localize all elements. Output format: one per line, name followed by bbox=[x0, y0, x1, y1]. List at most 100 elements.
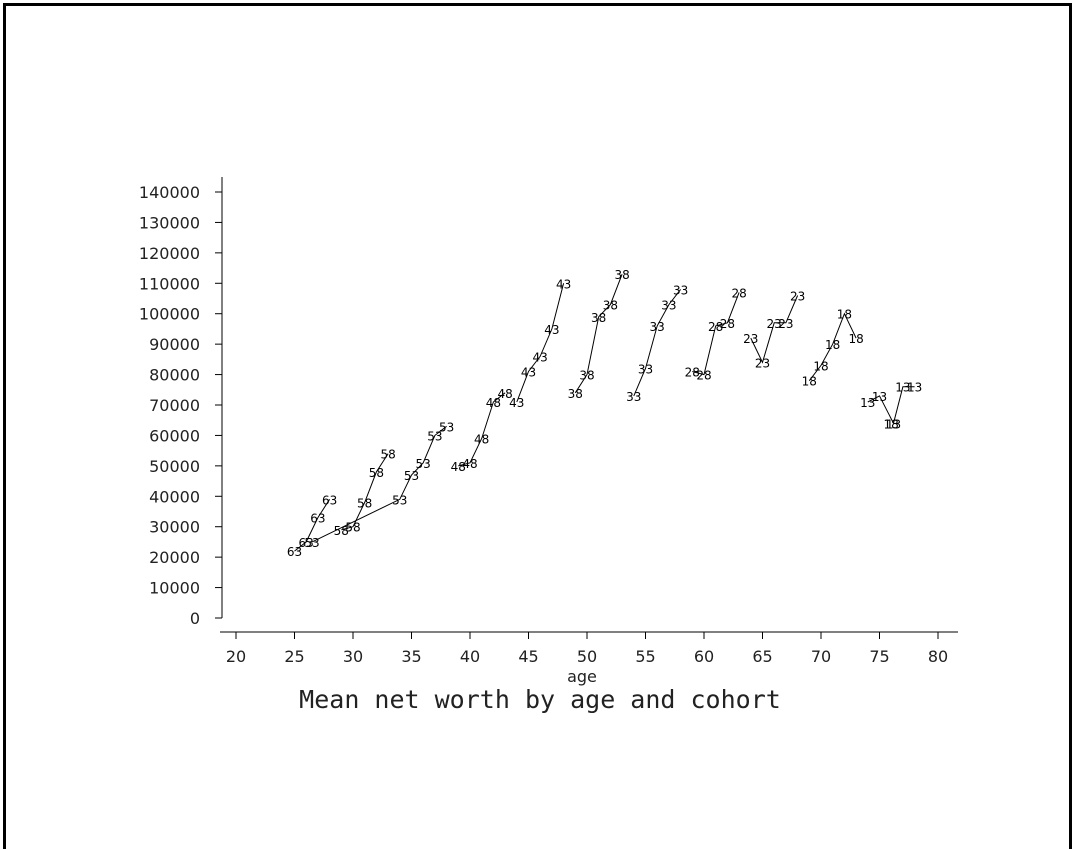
data-point-label: 23 bbox=[767, 317, 782, 331]
y-tick-label: 0 bbox=[190, 609, 200, 628]
series-18-9: 18 18 18 18 18 bbox=[802, 308, 864, 389]
y-tick-label: 90000 bbox=[149, 335, 200, 354]
data-point-label: 43 bbox=[544, 323, 559, 337]
series-43-4: 43 43 43 43 43 bbox=[509, 277, 571, 410]
data-point-label: 63 bbox=[299, 536, 314, 550]
x-tick-label: 65 bbox=[752, 647, 772, 666]
data-point-label: 23 bbox=[755, 356, 770, 370]
data-point-label: 53 bbox=[439, 420, 454, 434]
x-tick-label: 35 bbox=[401, 647, 421, 666]
data-point-label: 33 bbox=[650, 320, 665, 334]
series-line bbox=[808, 312, 857, 382]
series-18-10: 18 bbox=[884, 417, 899, 431]
data-point-label: 18 bbox=[884, 417, 899, 431]
data-point-label: 48 bbox=[497, 387, 512, 401]
y-tick-label: 10000 bbox=[149, 579, 200, 598]
data-point-label: 33 bbox=[661, 299, 676, 313]
y-tick-label: 20000 bbox=[149, 548, 200, 567]
data-point-label: 28 bbox=[696, 369, 711, 383]
data-point-label: 58 bbox=[345, 521, 360, 535]
series-line bbox=[750, 295, 799, 364]
data-point-label: 58 bbox=[334, 524, 349, 538]
x-tick-label: 30 bbox=[343, 647, 363, 666]
data-point-label: 48 bbox=[462, 457, 477, 471]
chart-title: Mean net worth by age and cohort bbox=[299, 685, 781, 714]
data-point-label: 48 bbox=[474, 432, 489, 446]
data-point-label: 43 bbox=[556, 277, 571, 291]
data-point-label: 58 bbox=[380, 448, 395, 462]
series-layer: 6363636358585858585353535353534848484848… bbox=[287, 268, 922, 559]
series-line bbox=[458, 392, 506, 467]
x-tick-label: 20 bbox=[226, 647, 246, 666]
x-tick-label: 55 bbox=[635, 647, 655, 666]
data-point-label: 28 bbox=[731, 286, 746, 300]
data-point-label: 63 bbox=[322, 493, 337, 507]
series-line bbox=[574, 274, 623, 394]
data-point-label: 23 bbox=[790, 289, 805, 303]
series-line bbox=[341, 453, 389, 531]
y-tick-label: 70000 bbox=[149, 396, 200, 415]
x-tick-label: 50 bbox=[577, 647, 597, 666]
data-point-label: 28 bbox=[708, 320, 723, 334]
axes: 0 10000 20000 30000 40000 50000 60000 70000 8000… bbox=[139, 177, 958, 666]
data-point-label: 53 bbox=[427, 429, 442, 443]
series-line bbox=[692, 292, 740, 376]
x-tick-label: 40 bbox=[460, 647, 480, 666]
x-tick-label: 25 bbox=[284, 647, 304, 666]
data-point-label: 18 bbox=[837, 308, 852, 322]
data-point-label: 18 bbox=[802, 375, 817, 389]
data-point-label: 18 bbox=[813, 359, 828, 373]
data-point-label: 53 bbox=[304, 536, 319, 550]
data-point-label: 13 bbox=[895, 381, 910, 395]
data-point-label: 23 bbox=[778, 317, 793, 331]
data-point-label: 23 bbox=[743, 332, 758, 346]
data-point-label: 13 bbox=[907, 381, 922, 395]
data-point-label: 33 bbox=[626, 390, 641, 404]
data-point-label: 43 bbox=[509, 396, 524, 410]
data-point-label: 28 bbox=[685, 366, 700, 380]
data-point-label: 33 bbox=[638, 362, 653, 376]
data-point-label: 58 bbox=[369, 466, 384, 480]
y-tick-label: 120000 bbox=[139, 244, 200, 263]
x-tick-label: 75 bbox=[869, 647, 889, 666]
y-tick-label: 110000 bbox=[139, 274, 200, 293]
data-point-label: 18 bbox=[848, 332, 863, 346]
data-point-label: 13 bbox=[886, 417, 901, 431]
y-tick-label: 40000 bbox=[149, 487, 200, 506]
data-point-label: 53 bbox=[416, 457, 431, 471]
y-tick-label: 100000 bbox=[139, 305, 200, 324]
chart-frame bbox=[3, 3, 1072, 849]
x-axis-title: age bbox=[567, 667, 597, 686]
x-tick-label: 45 bbox=[518, 647, 538, 666]
data-point-label: 63 bbox=[310, 512, 325, 526]
y-tick-label: 30000 bbox=[149, 518, 200, 537]
series-line bbox=[311, 425, 447, 543]
series-line bbox=[516, 283, 565, 403]
data-point-label: 48 bbox=[451, 460, 466, 474]
data-point-label: 43 bbox=[521, 366, 536, 380]
data-point-label: 38 bbox=[568, 387, 583, 401]
data-point-label: 43 bbox=[533, 350, 548, 364]
data-point-label: 38 bbox=[614, 268, 629, 282]
y-tick-label: 80000 bbox=[149, 366, 200, 385]
series-line bbox=[867, 386, 915, 425]
data-point-label: 33 bbox=[673, 283, 688, 297]
data-point-label: 13 bbox=[872, 390, 887, 404]
data-point-label: 38 bbox=[579, 369, 594, 383]
series-line bbox=[633, 289, 681, 397]
data-point-label: 38 bbox=[591, 311, 606, 325]
y-tick-label: 140000 bbox=[139, 183, 200, 202]
data-point-label: 63 bbox=[287, 545, 302, 559]
x-tick-label: 70 bbox=[811, 647, 831, 666]
data-point-label: 53 bbox=[392, 493, 407, 507]
series-33-6: 33 33 33 33 33 bbox=[626, 283, 688, 404]
data-point-label: 58 bbox=[357, 496, 372, 510]
